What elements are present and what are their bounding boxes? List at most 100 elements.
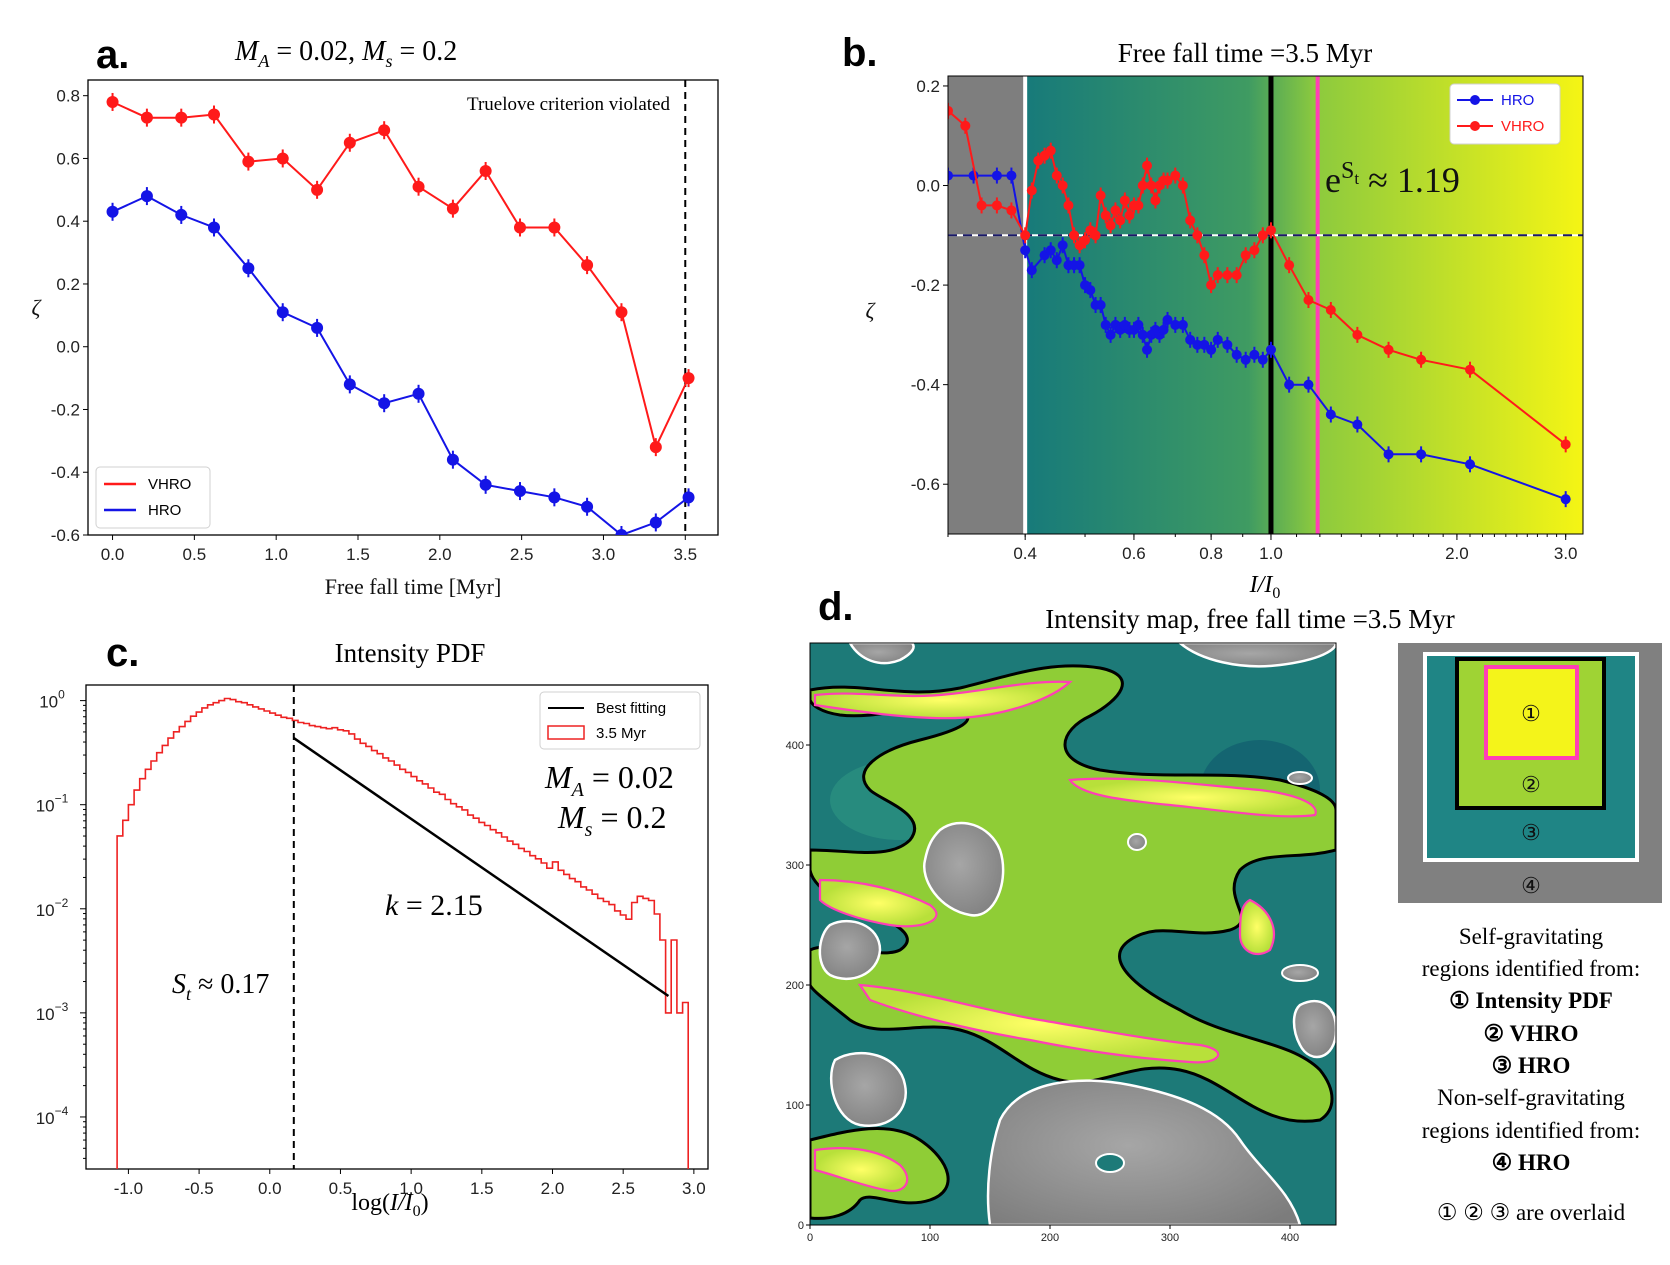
ms-sub: s <box>585 819 593 841</box>
vhro-point <box>1284 260 1295 271</box>
ms-m: M <box>557 799 587 835</box>
vhro-point <box>1105 220 1116 231</box>
hro-point <box>1325 409 1336 420</box>
vhro-point <box>1240 250 1251 261</box>
hro-point <box>1162 314 1173 325</box>
panel-a: a. MA = 0.02, Ms = 0.2 0.0 0.5 1.0 1.5 2.0 2.… <box>32 33 719 599</box>
y-tick-label: 0 <box>798 1220 804 1232</box>
vhro-point <box>1142 160 1153 171</box>
y-tick-label: -0.2 <box>51 400 80 419</box>
x-tick-label: 300 <box>1161 1232 1179 1244</box>
vhro-point <box>140 111 153 124</box>
panel-a-legend: VHRO HRO <box>95 466 211 529</box>
hro-gray-region <box>818 919 882 981</box>
xlabel-pre: log( <box>351 1190 390 1216</box>
pdf-region <box>857 983 1220 1064</box>
vhro-point <box>1170 170 1181 181</box>
x-tick-label: 0.6 <box>1122 544 1146 563</box>
panel-b-xlabel: I/I0 <box>1249 572 1281 602</box>
xlabel-i: I/I <box>389 1190 414 1216</box>
vhro-point <box>1177 180 1188 191</box>
pdf-region <box>813 680 1073 720</box>
x-tick-label: -1.0 <box>114 1179 143 1198</box>
x-tick-label: 2.0 <box>428 545 452 564</box>
ms-annotation: Ms = 0.2 <box>557 799 667 841</box>
hro-point <box>1095 300 1106 310</box>
vhro-point <box>1257 230 1268 241</box>
y-tick-label: 10−3 <box>36 1000 69 1024</box>
x-tick-label: 2.5 <box>611 1179 635 1198</box>
y-tick-label: 0.0 <box>56 338 80 357</box>
hro-point <box>615 529 628 535</box>
y-tick-label: 0.0 <box>916 177 940 196</box>
y-tick-base: 10 <box>36 1109 55 1128</box>
ma-sub: A <box>570 779 585 801</box>
vhro-point <box>1231 270 1242 281</box>
x-tick-label: 0.4 <box>1013 544 1037 563</box>
vhro-point <box>1199 250 1210 261</box>
vhro-point <box>242 155 255 168</box>
title-sub2: s <box>385 51 392 71</box>
hro-gray-region <box>1281 964 1319 982</box>
hro-gray-region <box>1287 771 1313 785</box>
hro-gray-hole <box>1095 1153 1125 1173</box>
truelove-annotation: Truelove criterion violated <box>467 94 670 115</box>
hro-point <box>514 485 526 498</box>
vhro-point <box>1057 180 1068 191</box>
x-tick-label: 1.0 <box>1259 544 1283 563</box>
vhro-point <box>1222 270 1233 281</box>
best-fit-line <box>293 737 670 998</box>
y-tick-exp: −2 <box>55 896 69 910</box>
hro-point <box>1192 339 1203 350</box>
panel-b: b. Free fall time =3.5 Myr 0.4 0.6 0.8 1.0 2… <box>842 31 1584 602</box>
xlabel-post: ) <box>421 1190 429 1216</box>
x-tick-label: 2.0 <box>1445 544 1469 563</box>
x-tick-label: 1.5 <box>346 545 370 564</box>
y-tick-exp: −4 <box>55 1104 69 1118</box>
vhro-point <box>1185 215 1196 226</box>
vhro-point <box>1416 354 1427 365</box>
panel-c-legend: Best fitting 3.5 Myr <box>539 691 701 750</box>
vhro-point <box>1192 230 1203 241</box>
hro-point <box>649 516 662 529</box>
hro-point <box>1170 319 1181 330</box>
vhro-point <box>1137 180 1148 191</box>
k-annotation: k = 2.15 <box>385 889 483 922</box>
hro-point <box>1560 494 1571 505</box>
panel-d-title: Intensity map, free fall time =3.5 Myr <box>1045 604 1455 634</box>
hro-point <box>1045 245 1056 256</box>
hro-gray-region <box>1292 999 1336 1059</box>
y-tick-base: 10 <box>36 797 55 816</box>
y-tick-label: 300 <box>786 860 804 872</box>
vhro-point <box>948 105 953 116</box>
hro-gray-region <box>1127 833 1147 851</box>
legend-vhro-marker <box>1470 121 1480 131</box>
hro-point <box>682 491 695 504</box>
legend-box <box>539 691 701 750</box>
xlabel-sub: 0 <box>413 1203 421 1220</box>
hro-point <box>1212 334 1223 345</box>
hro-point <box>1284 379 1295 390</box>
y-tick-base: 10 <box>39 693 58 712</box>
hro-point <box>1206 344 1217 355</box>
y-tick-label: 10−4 <box>36 1104 69 1128</box>
panel-b-title: Free fall time =3.5 Myr <box>1118 38 1372 68</box>
panel-c: c. Intensity PDF -1.0 -0.5 0.0 0.5 1.0 1.5 2.0… <box>36 631 709 1220</box>
hro-point <box>1137 329 1148 340</box>
panel-c-title: Intensity PDF <box>335 638 486 668</box>
x-tick-label: 1.0 <box>399 1179 423 1198</box>
hro-gray-region <box>830 1051 908 1128</box>
region-schematic: ① ② ③ ④ <box>1398 643 1662 903</box>
map-frame <box>809 642 1337 1226</box>
vhro-point <box>1051 170 1062 181</box>
y-tick-label: 0.6 <box>56 149 80 168</box>
vhro-point <box>682 372 695 385</box>
panel-b-xticks: 0.4 0.6 0.8 1.0 2.0 3.0 <box>947 534 1578 563</box>
vhro-point <box>1212 270 1223 281</box>
vhro-point <box>1069 230 1080 241</box>
region-gradient <box>1025 76 1583 534</box>
vhro-point <box>976 200 987 211</box>
hro-point <box>378 397 391 410</box>
y-tick-label: 10−2 <box>36 896 69 920</box>
hro-point <box>1231 349 1242 360</box>
